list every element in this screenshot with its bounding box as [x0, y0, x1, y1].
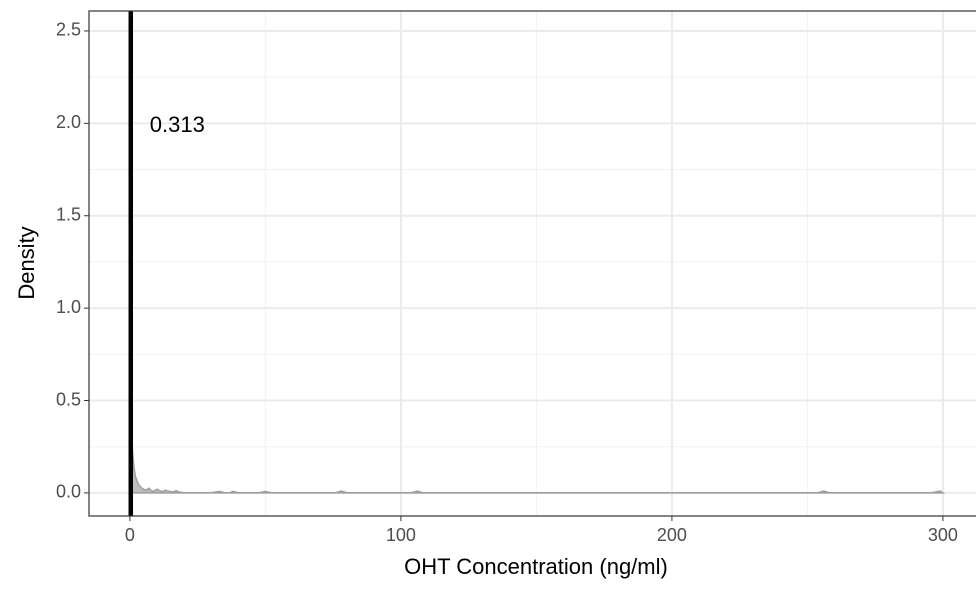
x-tick-label: 100	[386, 525, 416, 545]
y-tick-label: 1.0	[56, 297, 81, 317]
y-tick-label: 0.5	[56, 389, 81, 409]
y-tick-label: 1.5	[56, 204, 81, 224]
panel-border	[88, 10, 976, 517]
x-tick-label: 300	[928, 525, 958, 545]
x-tick-label: 200	[657, 525, 687, 545]
y-tick-label: 2.0	[56, 112, 81, 132]
y-tick-label: 2.5	[56, 20, 81, 40]
x-tick-label: 0	[125, 525, 135, 545]
y-tick-label: 0.0	[56, 482, 81, 502]
density-area	[129, 428, 946, 494]
y-axis-label: Density	[14, 226, 39, 299]
x-axis-label: OHT Concentration (ng/ml)	[404, 554, 668, 579]
reference-label: 0.313	[150, 112, 205, 137]
